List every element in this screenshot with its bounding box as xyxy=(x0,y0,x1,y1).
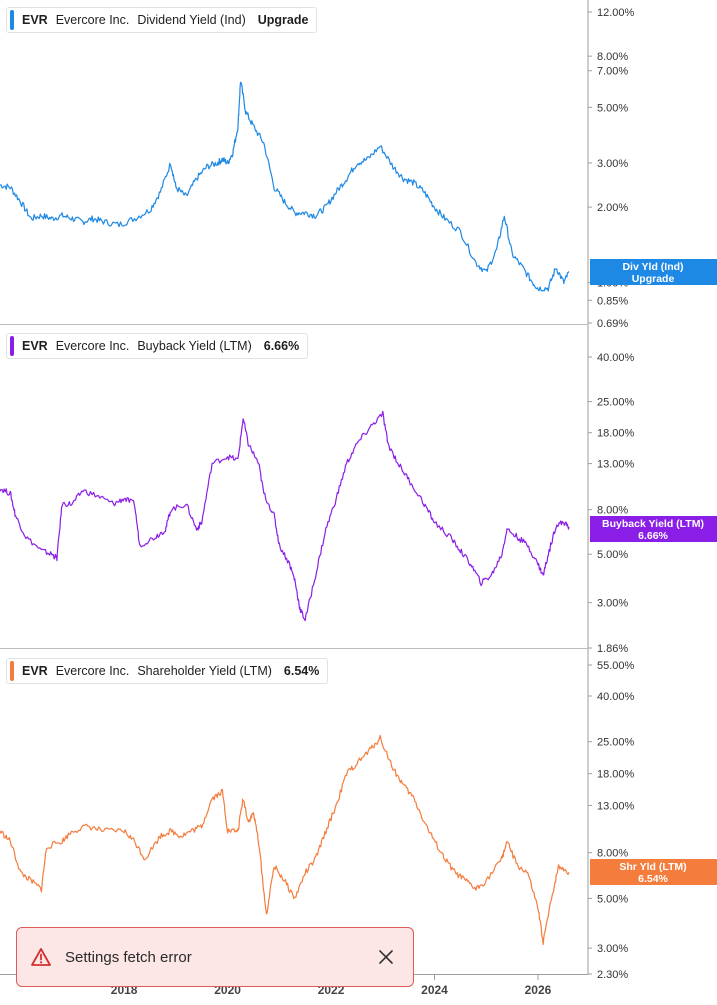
legend-upgrade-link[interactable]: Upgrade xyxy=(257,13,309,27)
y-tick-label: 12.00% xyxy=(597,7,635,19)
y-tick-label: 18.00% xyxy=(597,428,635,440)
legend-value: 6.54% xyxy=(283,664,320,678)
legend-company: Evercore Inc. xyxy=(55,13,130,27)
y-tick-label: 2.30% xyxy=(597,969,628,981)
series-line xyxy=(0,410,570,622)
y-tick-label: 5.00% xyxy=(597,893,628,905)
legend-panel-3[interactable]: EVR Evercore Inc. Shareholder Yield (LTM… xyxy=(6,658,329,684)
y-tick-label: 3.00% xyxy=(597,598,628,610)
y-tick-label: 13.00% xyxy=(597,800,635,812)
legend-panel-1[interactable]: EVR Evercore Inc. Dividend Yield (Ind) U… xyxy=(6,7,318,33)
last-value-badge: Shr Yld (LTM)6.54% xyxy=(590,859,717,885)
y-tick-label: 3.00% xyxy=(597,158,628,170)
y-tick-label: 1.86% xyxy=(597,643,628,655)
error-toast: Settings fetch error xyxy=(16,927,414,987)
y-tick-label: 5.00% xyxy=(597,549,628,561)
y-tick-label: 5.00% xyxy=(597,102,628,114)
y-tick-label: 25.00% xyxy=(597,737,635,749)
y-tick-label: 8.00% xyxy=(597,505,628,517)
series-line xyxy=(0,734,570,946)
y-tick-label: 8.00% xyxy=(597,848,628,860)
last-value-badge: Buyback Yield (LTM)6.66% xyxy=(590,516,717,542)
warning-triangle-icon xyxy=(31,948,51,966)
series-color-swatch xyxy=(10,336,14,356)
y-tick-label: 3.00% xyxy=(597,943,628,955)
legend-metric: Buyback Yield (LTM) xyxy=(137,339,252,353)
badge-label: Buyback Yield (LTM) xyxy=(602,518,704,530)
badge-label: Div Yld (Ind) xyxy=(622,261,683,273)
y-tick-label: 8.00% xyxy=(597,51,628,63)
badge-background xyxy=(590,516,717,542)
y-tick-label: 40.00% xyxy=(597,352,635,364)
y-tick-label: 40.00% xyxy=(597,691,635,703)
series-color-swatch xyxy=(10,661,14,681)
y-tick-label: 0.85% xyxy=(597,295,628,307)
y-tick-label: 2.00% xyxy=(597,202,628,214)
y-tick-label: 25.00% xyxy=(597,397,635,409)
series-color-swatch xyxy=(10,10,14,30)
badge-label: Shr Yld (LTM) xyxy=(619,861,686,873)
legend-ticker: EVR xyxy=(22,13,48,27)
legend-metric: Shareholder Yield (LTM) xyxy=(137,664,272,678)
close-icon[interactable] xyxy=(377,948,395,966)
legend-ticker: EVR xyxy=(22,664,48,678)
badge-value: 6.54% xyxy=(638,873,668,885)
toast-message: Settings fetch error xyxy=(65,948,192,966)
legend-panel-2[interactable]: EVR Evercore Inc. Buyback Yield (LTM) 6.… xyxy=(6,333,309,359)
badge-value: Upgrade xyxy=(632,273,675,285)
y-tick-label: 55.00% xyxy=(597,660,635,672)
x-tick-label: 2026 xyxy=(525,983,552,997)
badge-value: 6.66% xyxy=(638,530,668,542)
series-line xyxy=(0,81,570,292)
legend-ticker: EVR xyxy=(22,339,48,353)
y-tick-label: 18.00% xyxy=(597,769,635,781)
legend-value: 6.66% xyxy=(263,339,300,353)
badge-background xyxy=(590,259,717,285)
last-value-badge: Div Yld (Ind)Upgrade xyxy=(590,259,717,285)
badge-background xyxy=(590,859,717,885)
y-tick-label: 13.00% xyxy=(597,459,635,471)
y-tick-label: 7.00% xyxy=(597,66,628,78)
y-tick-label: 0.69% xyxy=(597,318,628,330)
legend-company: Evercore Inc. xyxy=(55,339,130,353)
x-tick-label: 2024 xyxy=(421,983,448,997)
legend-metric: Dividend Yield (Ind) xyxy=(137,13,246,27)
legend-company: Evercore Inc. xyxy=(55,664,130,678)
